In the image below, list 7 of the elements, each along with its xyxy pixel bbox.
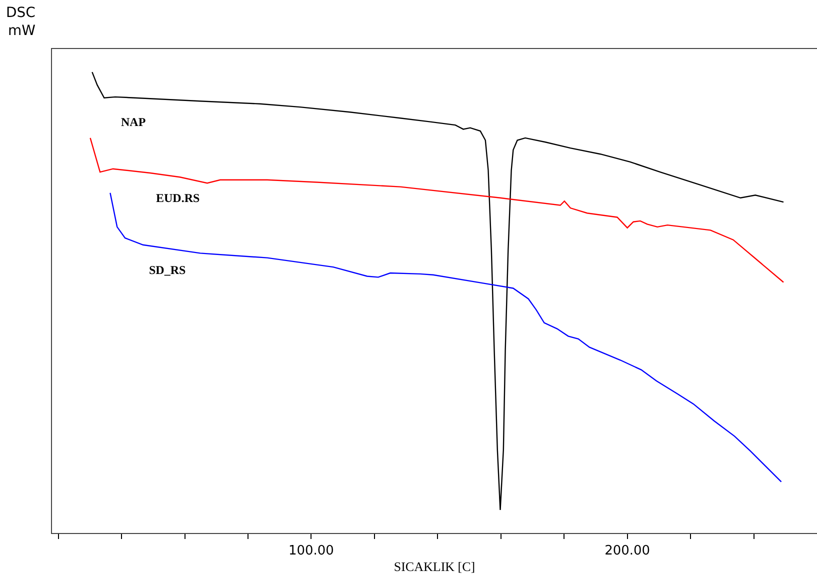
y-axis-title: DSC mW — [6, 5, 36, 40]
series-label: EUD.RS — [156, 191, 200, 205]
series-label: SD_RS — [149, 263, 186, 277]
x-tick-label: 100.00 — [288, 544, 334, 559]
x-axis-title: SICAKLIK [C] — [394, 559, 476, 574]
series-label: NAP — [121, 115, 146, 129]
x-tick-label: 200.00 — [604, 544, 650, 559]
